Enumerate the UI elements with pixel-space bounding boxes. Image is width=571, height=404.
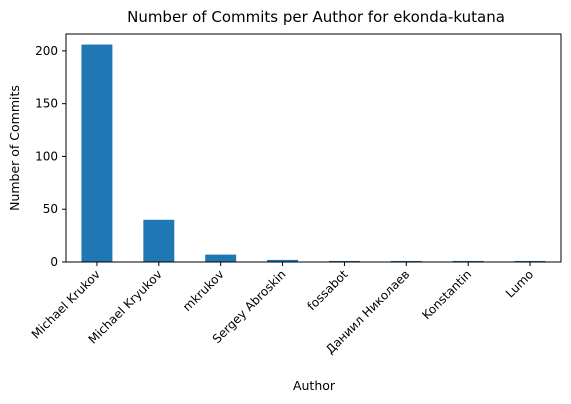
plot-frame (65, 33, 562, 263)
bar (328, 260, 360, 262)
y-tick-label: 50 (43, 202, 58, 216)
bar (514, 260, 546, 262)
x-tick-label: fossabot (305, 267, 351, 313)
chart-title: Number of Commits per Author for ekonda-… (127, 8, 505, 26)
bar (81, 44, 113, 262)
bar (452, 260, 484, 262)
x-axis-label: Author (293, 378, 336, 393)
x-tick-label: Konstantin (419, 267, 474, 322)
x-tick-label: Lumo (503, 267, 536, 300)
y-axis-label: Number of Commits (7, 85, 22, 211)
bar (143, 219, 175, 262)
y-tick-label: 150 (35, 97, 58, 111)
y-axis-ticks: 0 50 100 150 200 (35, 44, 66, 269)
bar (267, 259, 299, 262)
y-tick-label: 100 (35, 149, 58, 163)
bar (390, 260, 422, 262)
bars-group (81, 44, 546, 262)
y-tick-label: 0 (50, 255, 58, 269)
bar (205, 254, 237, 262)
x-tick-label: mkrukov (180, 267, 227, 314)
y-tick-label: 200 (35, 44, 58, 58)
